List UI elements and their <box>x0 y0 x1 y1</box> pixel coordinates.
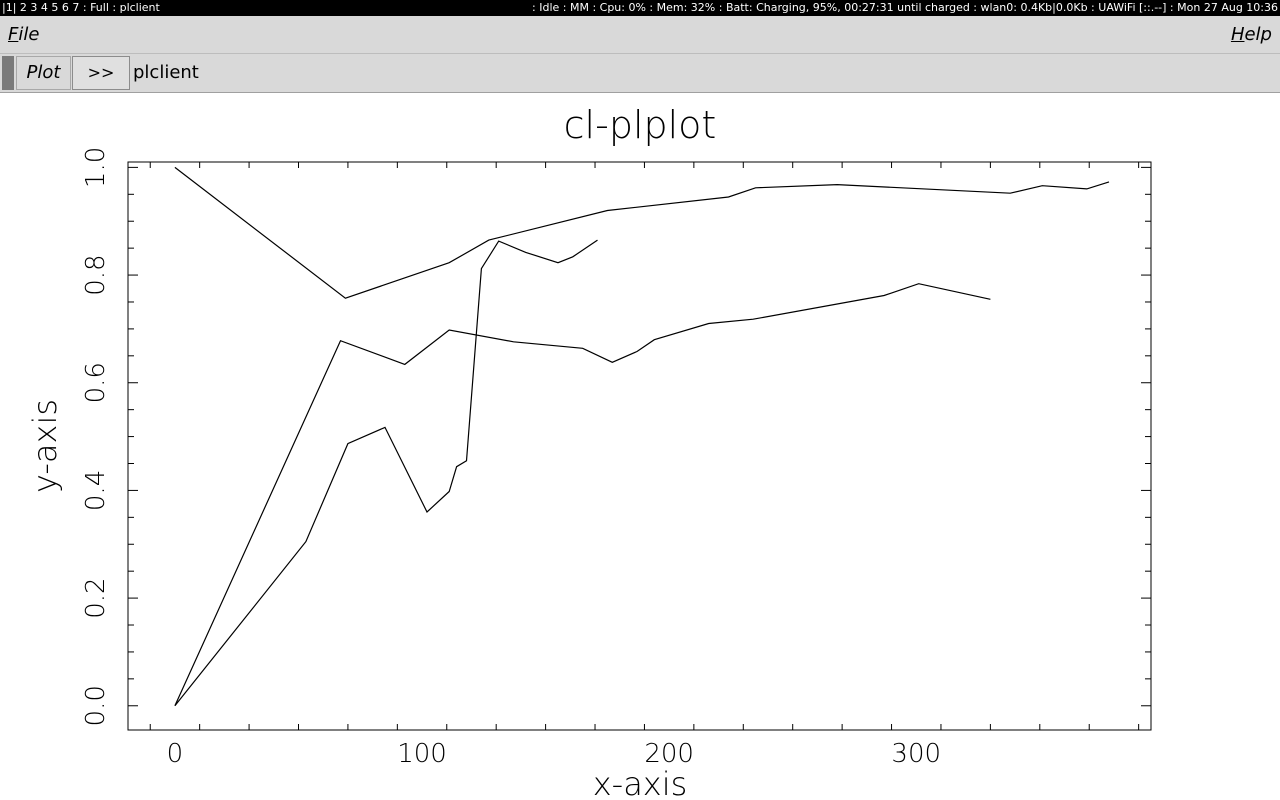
more-button[interactable]: >> <box>72 56 130 90</box>
plot-button[interactable]: Plot <box>16 56 71 90</box>
y-tick-label: 0.0 <box>81 685 111 726</box>
y-axis-label: y-axis <box>26 399 64 493</box>
x-tick-label: 200 <box>644 739 694 769</box>
x-tick-label: 300 <box>891 739 941 769</box>
chart: cl-plplot 0 100 200 300 0.00.20.40.60.81.0 … <box>26 103 1152 800</box>
plot-frame <box>127 161 1152 731</box>
y-axis-tick-labels: 0.0 0.2 0.4 0.6 0.8 1.0 <box>81 147 111 727</box>
toolbar-grip-handle[interactable] <box>2 56 14 90</box>
x-tick-label: 0 <box>167 739 184 769</box>
system-status: : Idle : MM : Cpu: 0% : Mem: 32% : Batt:… <box>532 1 1278 14</box>
menu-bar: File Help <box>0 16 1280 54</box>
y-tick-label: 0.6 <box>81 362 111 403</box>
series-lines <box>174 166 1110 707</box>
series-line-1 <box>174 166 1110 299</box>
y-tick-label: 1.0 <box>81 147 111 188</box>
y-axis-ticks <box>128 166 1151 707</box>
file-menu[interactable]: File <box>8 24 40 45</box>
y-tick-label: 0.4 <box>81 470 111 511</box>
series-line-2 <box>174 283 991 707</box>
plot-area: cl-plplot 0 100 200 300 0.0 0.2 0.4 0.6 0.8 1.0 … <box>0 93 1280 800</box>
client-label: plclient <box>133 62 199 83</box>
series-line-3 <box>174 239 598 707</box>
chart-title: cl-plplot <box>564 103 717 147</box>
workspace-status: |1| 2 3 4 5 6 7 : Full : plclient <box>2 1 160 14</box>
help-menu[interactable]: Help <box>1230 24 1272 45</box>
status-bar: |1| 2 3 4 5 6 7 : Full : plclient : Idle… <box>0 0 1280 16</box>
y-tick-label: 0.8 <box>81 254 111 295</box>
x-axis-ticks <box>149 162 1140 730</box>
y-tick-label: 0.2 <box>81 577 111 618</box>
x-axis-label: x-axis <box>593 765 688 800</box>
x-tick-label: 100 <box>397 739 447 769</box>
x-axis-tick-labels: 0 100 200 300 <box>167 739 941 769</box>
toolbar: Plot >> plclient <box>0 54 1280 93</box>
